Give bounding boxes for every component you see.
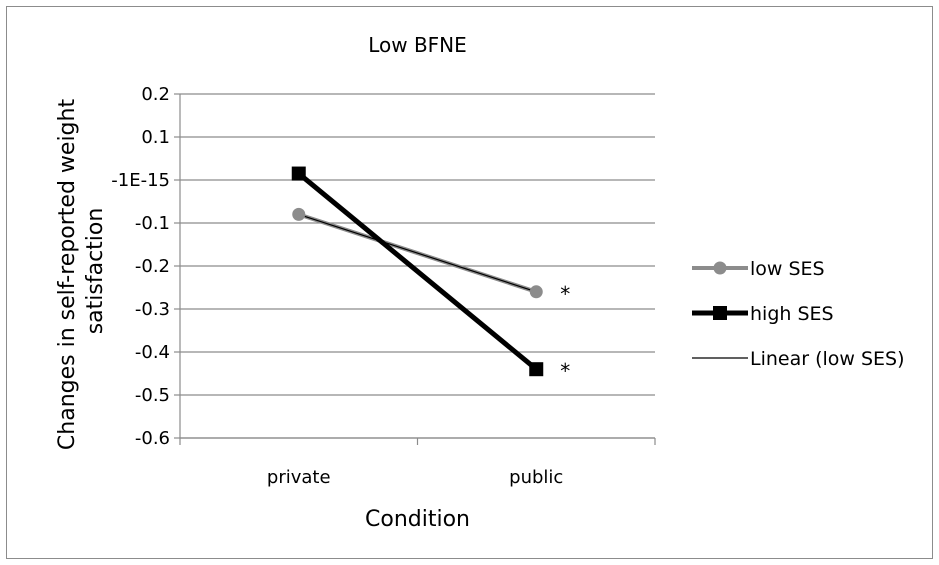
- y-axis-title: Changes in self-reported weight satisfac…: [55, 92, 108, 450]
- y-tick-label: -0.5: [135, 385, 170, 406]
- x-tick-label: public: [509, 467, 563, 488]
- y-tick-label: -0.1: [135, 213, 170, 234]
- y-tick-label: -0.2: [135, 256, 170, 277]
- legend-label: high SES: [750, 303, 834, 325]
- legend-label: low SES: [750, 258, 825, 280]
- trendline-low-ses: [299, 214, 537, 291]
- legend-marker-square: [713, 306, 727, 320]
- y-tick-label: 0.1: [141, 127, 170, 148]
- point-high-ses: [529, 362, 543, 376]
- x-tick-label: private: [267, 467, 331, 488]
- significance-asterisk: *: [560, 359, 570, 383]
- y-tick-labels: 0.2 0.1 -1E-15 -0.1 -0.2 -0.3 -0.4 -0.5 -0.6: [111, 84, 170, 449]
- series-line-high-ses: [299, 174, 537, 370]
- y-tick-label: -1E-15: [111, 170, 170, 191]
- annotations: **: [560, 282, 570, 383]
- y-tick-label: 0.2: [141, 84, 170, 105]
- y-axis-title-line-2: satisfaction: [83, 208, 108, 335]
- legend-marker-circle: [714, 262, 727, 275]
- point-low-ses: [292, 208, 305, 221]
- point-low-ses: [530, 285, 543, 298]
- chart-title: Low BFNE: [368, 33, 467, 57]
- x-axis-title: Condition: [365, 507, 470, 532]
- y-tick-label: -0.4: [135, 342, 170, 363]
- x-tick-labels: private public: [267, 467, 563, 488]
- significance-asterisk: *: [560, 282, 570, 306]
- point-high-ses: [292, 167, 306, 181]
- legend: low SES high SES Linear (low SES): [692, 258, 905, 370]
- y-tick-label: -0.3: [135, 299, 170, 320]
- series-group: [292, 167, 544, 377]
- legend-label: Linear (low SES): [750, 348, 905, 370]
- y-tick-label: -0.6: [135, 428, 170, 449]
- y-axis-title-line-1: Changes in self-reported weight: [55, 99, 80, 451]
